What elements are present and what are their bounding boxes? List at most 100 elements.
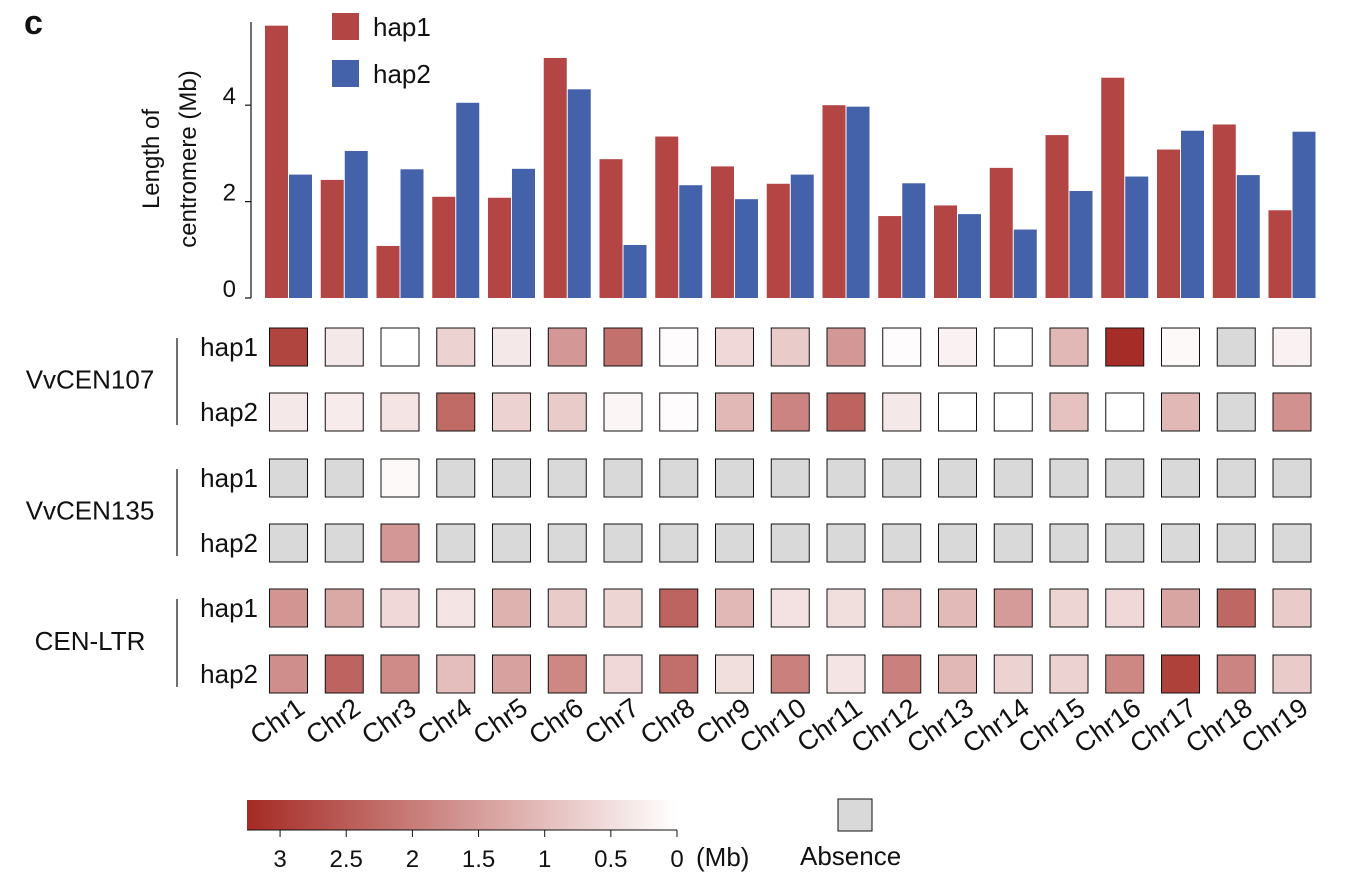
- heat-cell-vvcen107-hap1-chr3: [380, 327, 420, 367]
- bar-hap1-chr6: [543, 57, 567, 298]
- heat-cell-vvcen135-hap2-chr16: [1105, 523, 1145, 563]
- row-label-hap2: hap2: [200, 659, 258, 689]
- x-tick-label-chr5: Chr5: [468, 692, 533, 750]
- heat-cell-cen-ltr-hap2-chr17: [1161, 654, 1200, 694]
- colorbar-ticks: 3 2.5 2 1.5 1 0.5 0: [273, 830, 684, 873]
- heat-cell-vvcen107-hap2-chr7: [603, 392, 643, 432]
- bar-hap2-chr8: [679, 185, 703, 298]
- row-label-hap1: hap1: [200, 463, 258, 493]
- heat-cell-vvcen135-hap1-chr5: [492, 458, 531, 498]
- x-tick-label-chr19: Chr19: [1236, 692, 1313, 759]
- bar-hap2-chr12: [902, 183, 926, 298]
- bar-hap1-chr10: [766, 183, 790, 298]
- x-tick-label-chr10: Chr10: [734, 692, 811, 759]
- heat-cell-vvcen107-hap2-chr18: [1216, 392, 1256, 432]
- row-label-hap2: hap2: [200, 528, 258, 558]
- heat-cell-cen-ltr-hap2-chr4: [436, 654, 476, 694]
- x-tick-label-chr7: Chr7: [579, 692, 644, 750]
- heat-cell-vvcen135-hap2-chr6: [547, 523, 587, 563]
- heat-cell-vvcen107-hap1-chr10: [770, 327, 810, 367]
- bar-hap2-chr18: [1236, 175, 1260, 298]
- bar-hap1-chr19: [1268, 210, 1292, 298]
- heat-cell-vvcen107-hap2-chr8: [659, 392, 699, 432]
- bar-hap1-chr12: [878, 216, 902, 298]
- heat-cell-vvcen107-hap1-chr1: [269, 327, 308, 367]
- heat-cell-cen-ltr-hap2-chr1: [269, 654, 308, 694]
- bar-hap2-chr10: [790, 174, 814, 298]
- heat-cell-vvcen107-hap2-chr13: [938, 392, 977, 432]
- heat-cell-vvcen135-hap1-chr6: [547, 458, 587, 498]
- heat-cell-vvcen107-hap1-chr9: [715, 327, 754, 367]
- x-axis-labels: Chr1Chr2Chr3Chr4Chr5Chr6Chr7Chr8Chr9Chr1…: [245, 692, 1314, 759]
- bar-hap1-chr1: [265, 25, 288, 298]
- heat-cell-vvcen135-hap1-chr11: [826, 458, 866, 498]
- y-axis-label-line1: Length of: [138, 109, 165, 209]
- heat-cell-vvcen135-hap1-chr9: [715, 458, 754, 498]
- heat-cell-cen-ltr-hap2-chr6: [547, 654, 587, 694]
- bar-hap2-chr13: [958, 214, 981, 298]
- heat-cell-vvcen107-hap1-chr6: [547, 327, 587, 367]
- x-tick-label-chr6: Chr6: [524, 692, 589, 750]
- heat-cell-vvcen107-hap2-chr9: [715, 392, 754, 432]
- heat-cell-vvcen107-hap2-chr5: [492, 392, 531, 432]
- heat-cell-cen-ltr-hap2-chr3: [380, 654, 420, 694]
- bar-hap1-chr17: [1157, 149, 1180, 298]
- bar-hap1-chr13: [934, 205, 957, 298]
- heat-cell-vvcen135-hap2-chr4: [436, 523, 476, 563]
- legend-swatch-hap1: [332, 13, 359, 40]
- heat-cell-cen-ltr-hap1-chr6: [547, 588, 587, 628]
- colorbar-tick-label: 2: [406, 846, 419, 873]
- heat-cell-vvcen135-hap1-chr1: [269, 458, 308, 498]
- row-label-hap1: hap1: [200, 593, 258, 623]
- heat-cell-vvcen107-hap1-chr7: [603, 327, 643, 367]
- heat-cell-cen-ltr-hap1-chr9: [715, 588, 754, 628]
- heat-cell-vvcen135-hap2-chr18: [1216, 523, 1256, 563]
- heat-cell-cen-ltr-hap2-chr14: [993, 654, 1033, 694]
- heat-cell-vvcen107-hap2-chr16: [1105, 392, 1145, 432]
- heat-cell-cen-ltr-hap1-chr13: [938, 588, 977, 628]
- heat-cell-vvcen107-hap2-chr10: [770, 392, 810, 432]
- heat-cell-cen-ltr-hap1-chr10: [770, 588, 810, 628]
- bar-hap2-chr2: [344, 150, 368, 298]
- heat-cell-vvcen135-hap2-chr17: [1161, 523, 1200, 563]
- heat-cell-vvcen107-hap2-chr17: [1161, 392, 1200, 432]
- bar-hap2-chr6: [567, 89, 591, 298]
- heat-cell-vvcen107-hap2-chr4: [436, 392, 476, 432]
- row-label-hap2: hap2: [200, 397, 258, 427]
- group-label-cen-ltr: CEN-LTR: [35, 626, 146, 656]
- heat-cell-vvcen107-hap2-chr14: [993, 392, 1033, 432]
- heat-cell-vvcen107-hap1-chr12: [882, 327, 922, 367]
- bar-hap2-chr14: [1013, 229, 1037, 298]
- bar-hap2-chr7: [623, 244, 647, 298]
- colorbar-tick-label: 1.5: [462, 846, 495, 873]
- heat-cell-cen-ltr-hap2-chr9: [715, 654, 754, 694]
- bar-hap2-chr11: [846, 106, 870, 298]
- x-tick-label-chr4: Chr4: [412, 692, 477, 750]
- bar-hap2-chr3: [400, 169, 424, 298]
- bar-hap1-chr5: [488, 197, 511, 298]
- heat-cell-vvcen135-hap1-chr15: [1049, 458, 1089, 498]
- heat-cell-vvcen107-hap2-chr1: [269, 392, 308, 432]
- heat-cell-cen-ltr-hap2-chr16: [1105, 654, 1145, 694]
- heat-cell-vvcen107-hap2-chr15: [1049, 392, 1089, 432]
- heat-cell-cen-ltr-hap2-chr13: [938, 654, 977, 694]
- heat-cell-cen-ltr-hap1-chr3: [380, 588, 420, 628]
- absence-label: Absence: [800, 841, 901, 871]
- y-ticks: 0 2 4: [223, 83, 251, 303]
- heat-cell-vvcen107-hap1-chr8: [659, 327, 699, 367]
- heat-cell-cen-ltr-hap1-chr14: [993, 588, 1033, 628]
- bar-hap1-chr16: [1101, 77, 1125, 298]
- heatmap: VvCEN107 hap1 hap2 VvCEN135 hap1 hap2 CEN-LTR h…: [26, 327, 1312, 694]
- x-tick-label-chr8: Chr8: [635, 692, 700, 750]
- heat-cell-vvcen135-hap1-chr8: [659, 458, 699, 498]
- colorbar-tick-label: 1: [538, 846, 551, 873]
- heat-cell-vvcen135-hap2-chr13: [938, 523, 977, 563]
- heat-cell-vvcen135-hap1-chr10: [770, 458, 810, 498]
- bar-hap1-chr11: [822, 105, 846, 298]
- heat-cell-vvcen135-hap2-chr9: [715, 523, 754, 563]
- heat-cell-vvcen135-hap2-chr19: [1272, 523, 1312, 563]
- colorbar-tick-label: 2.5: [330, 846, 363, 873]
- bar-chart: 0 2 4 Length of centromere (Mb) hap1 hap2: [138, 12, 1316, 303]
- bar-hap2-chr9: [735, 199, 758, 298]
- bar-hap2-chr19: [1292, 131, 1316, 298]
